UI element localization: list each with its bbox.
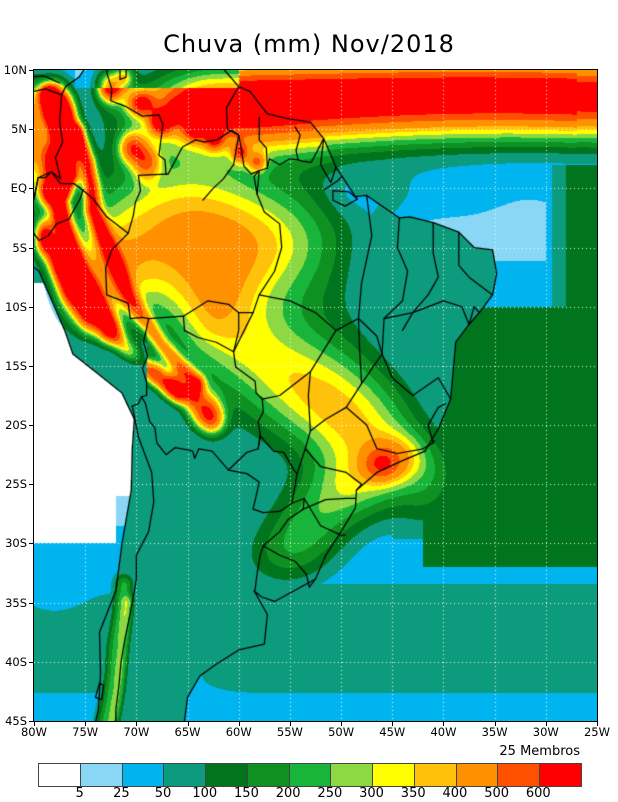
x-axis-label: 50W xyxy=(328,725,355,739)
colorbar-tick-label: 25 xyxy=(113,786,130,801)
y-axis-label: 10S xyxy=(5,299,27,314)
colorbar-tick-label: 50 xyxy=(154,786,172,801)
y-axis-tick xyxy=(29,661,33,663)
colorbar-swatch xyxy=(289,764,332,786)
y-axis-tick xyxy=(29,306,33,308)
colorbar-tick-label: 100 xyxy=(192,786,218,801)
x-axis-label: 60W xyxy=(225,725,252,739)
y-axis-label: 15S xyxy=(5,358,27,373)
y-axis-tick xyxy=(29,129,33,131)
colorbar-swatch xyxy=(247,764,290,786)
x-axis-label: 30W xyxy=(532,725,559,739)
y-axis-tick xyxy=(29,247,33,249)
ensemble-members-label: 25 Membros xyxy=(499,744,580,759)
y-axis-label: 10N xyxy=(3,63,27,77)
x-axis-tick xyxy=(443,722,445,726)
page-title: Chuva (mm) Nov/2018 xyxy=(163,30,455,58)
colorbar-tick-label: 150 xyxy=(234,786,259,801)
colorbar-tick-label: 5 xyxy=(75,786,84,801)
x-axis-tick xyxy=(238,722,240,726)
y-axis-tick xyxy=(29,365,33,367)
x-axis-tick xyxy=(34,722,35,726)
y-axis-tick xyxy=(29,602,33,604)
x-axis-label: 45W xyxy=(379,725,406,739)
x-axis-label: 35W xyxy=(481,725,508,739)
y-axis-label: 5N xyxy=(11,122,27,137)
colorbar-tick-labels: 5 25 50 100 150 200 250 300 350 400 500 600 xyxy=(38,786,580,802)
colorbar-tick-label: 400 xyxy=(442,786,468,801)
colorbar-tick-label: 600 xyxy=(525,786,551,801)
x-axis-tick xyxy=(136,722,138,726)
colorbar-tick-label: 250 xyxy=(317,786,343,801)
y-axis-tick xyxy=(29,188,33,190)
y-axis-label: 5S xyxy=(12,240,27,255)
colorbar-swatch xyxy=(373,764,415,786)
y-axis-tick xyxy=(29,425,33,427)
colorbar-tick-label: 200 xyxy=(275,786,301,801)
x-axis-label: 75W xyxy=(72,725,99,739)
x-axis-label: 70W xyxy=(123,725,150,739)
colorbar-swatch xyxy=(414,764,457,786)
colorbar xyxy=(38,763,582,787)
x-axis-label: 80W xyxy=(20,725,47,739)
y-axis-tick xyxy=(29,484,33,486)
colorbar-swatch xyxy=(456,764,499,786)
y-axis-label: 35S xyxy=(5,595,27,610)
x-axis-tick xyxy=(85,722,87,726)
x-axis-label: 55W xyxy=(276,725,303,739)
x-axis-tick xyxy=(392,722,394,726)
colorbar-tick-label: 350 xyxy=(400,786,426,801)
x-axis-tick xyxy=(187,722,189,726)
y-axis-label: 40S xyxy=(5,654,27,669)
y-axis-label: 30S xyxy=(5,536,27,551)
y-axis-label: 20S xyxy=(5,418,27,433)
x-axis-label: 40W xyxy=(430,725,457,739)
colorbar-swatch xyxy=(39,764,81,786)
y-axis-label: 45S xyxy=(5,714,27,728)
y-axis-tick xyxy=(29,70,33,71)
colorbar-swatch xyxy=(122,764,165,786)
x-axis-tick xyxy=(341,722,343,726)
colorbar-swatch xyxy=(331,764,374,786)
x-axis-label: 65W xyxy=(174,725,201,739)
colorbar-swatch xyxy=(540,764,581,786)
y-axis-tick xyxy=(29,721,33,722)
y-axis-label: EQ xyxy=(10,181,27,196)
y-axis-tick xyxy=(29,543,33,545)
x-axis-label: 25W xyxy=(583,725,610,739)
colorbar-swatch xyxy=(80,764,123,786)
map-plot-area xyxy=(33,69,598,722)
y-axis-label: 25S xyxy=(5,477,27,492)
country-borders-canvas xyxy=(34,70,597,721)
x-axis-tick xyxy=(597,722,598,726)
colorbar-tick-label: 500 xyxy=(484,786,510,801)
x-axis-tick xyxy=(545,722,547,726)
x-axis-tick xyxy=(289,722,291,726)
colorbar-swatch xyxy=(206,764,248,786)
colorbar-swatch xyxy=(164,764,207,786)
x-axis-tick xyxy=(494,722,496,726)
colorbar-tick-label: 300 xyxy=(359,786,384,801)
colorbar-swatch xyxy=(498,764,541,786)
